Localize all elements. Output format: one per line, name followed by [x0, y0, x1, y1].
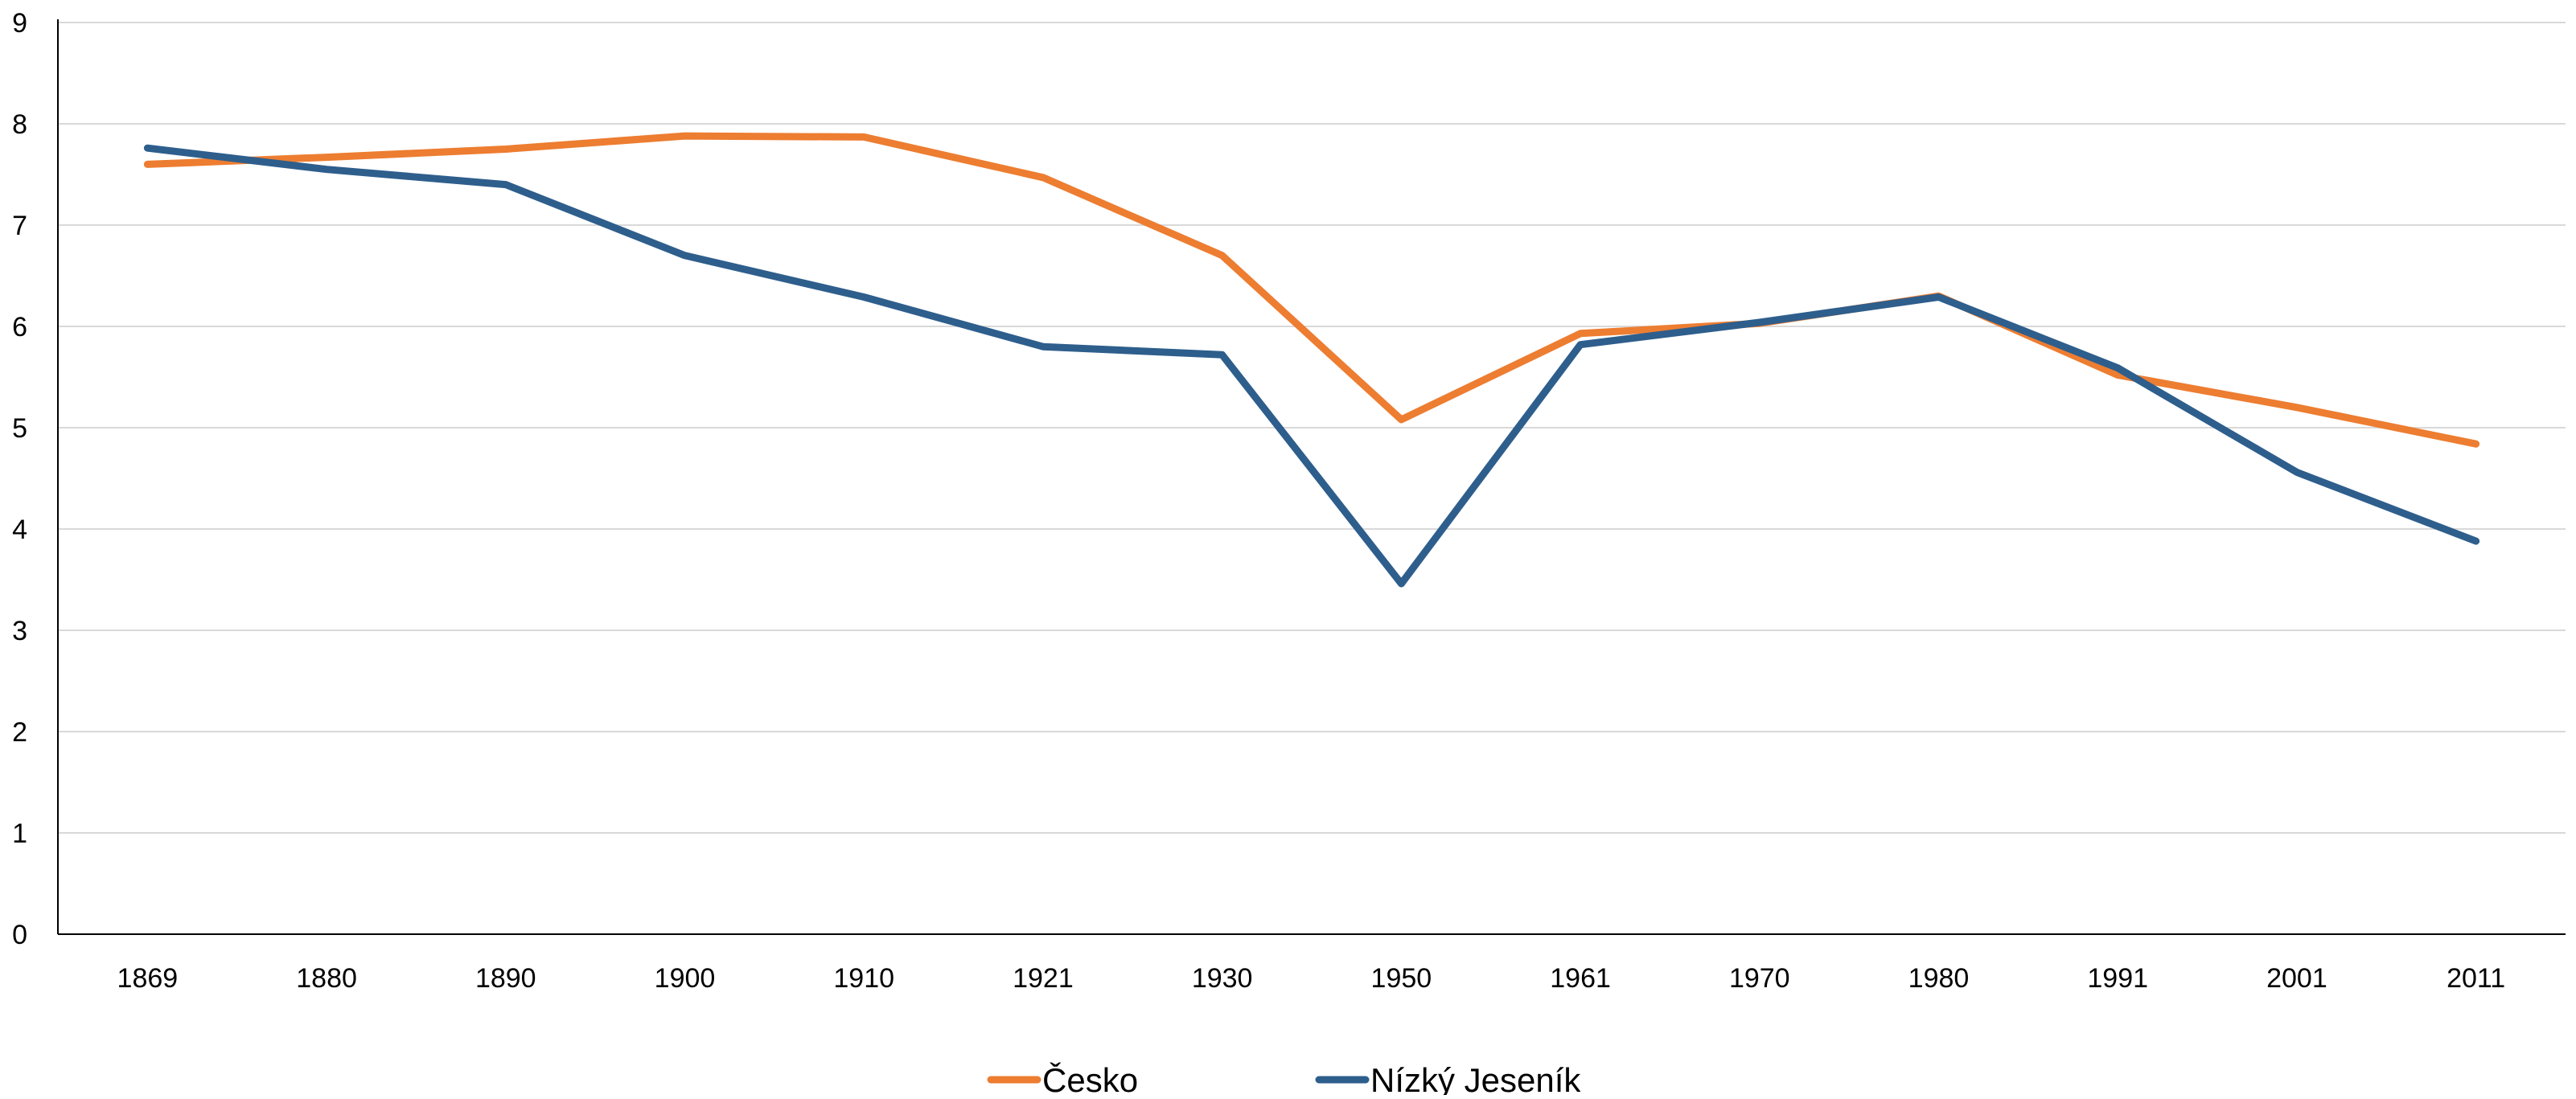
- y-tick-label: 1: [12, 818, 27, 849]
- legend-item: Česko: [987, 1061, 1138, 1099]
- y-tick-label: 6: [12, 312, 27, 342]
- x-tick-label: 2001: [2266, 963, 2327, 994]
- gridlines: [58, 22, 2566, 834]
- x-tick-label: 1880: [296, 963, 357, 994]
- y-tick-label: 8: [12, 109, 27, 140]
- x-tick-label: 1930: [1192, 963, 1253, 994]
- series-line-0: [143, 132, 2480, 448]
- y-tick-label: 3: [12, 616, 27, 646]
- x-axis-tick-labels: 1869 1880 1890 1900 1910 1921 1930 1950 1961 1970…: [117, 963, 2506, 994]
- x-tick-label: 1921: [1013, 963, 1074, 994]
- x-tick-label: 1980: [1908, 963, 1970, 994]
- y-tick-label: 4: [12, 515, 27, 545]
- y-tick-label: 7: [12, 211, 27, 241]
- x-tick-label: 1890: [475, 963, 536, 994]
- legend-label: Nízký Jeseník: [1370, 1061, 1581, 1095]
- x-tick-label: 1910: [833, 963, 894, 994]
- x-tick-label: 1991: [2087, 963, 2148, 994]
- x-tick-label: 1961: [1550, 963, 1611, 994]
- x-tick-label: 1970: [1729, 963, 1790, 994]
- legend: Česko Nízký Jeseník: [987, 1061, 1581, 1099]
- series-lines: [143, 132, 2480, 588]
- series-line-1: [143, 144, 2480, 588]
- y-tick-label: 2: [12, 717, 27, 748]
- x-tick-label: 1950: [1371, 963, 1432, 994]
- legend-item: Nízký Jeseník: [1315, 1061, 1581, 1099]
- legend-label: Česko: [1042, 1061, 1138, 1095]
- x-tick-label: 1900: [655, 963, 716, 994]
- y-tick-label: 0: [12, 920, 27, 950]
- y-tick-label: 9: [12, 8, 27, 39]
- x-tick-label: 2011: [2447, 963, 2505, 994]
- axes: [57, 19, 2566, 935]
- y-axis-tick-labels: 0 1 2 3 4 5 6 7 8 9: [12, 8, 27, 950]
- x-tick-label: 1869: [117, 963, 179, 994]
- y-tick-label: 5: [12, 413, 27, 444]
